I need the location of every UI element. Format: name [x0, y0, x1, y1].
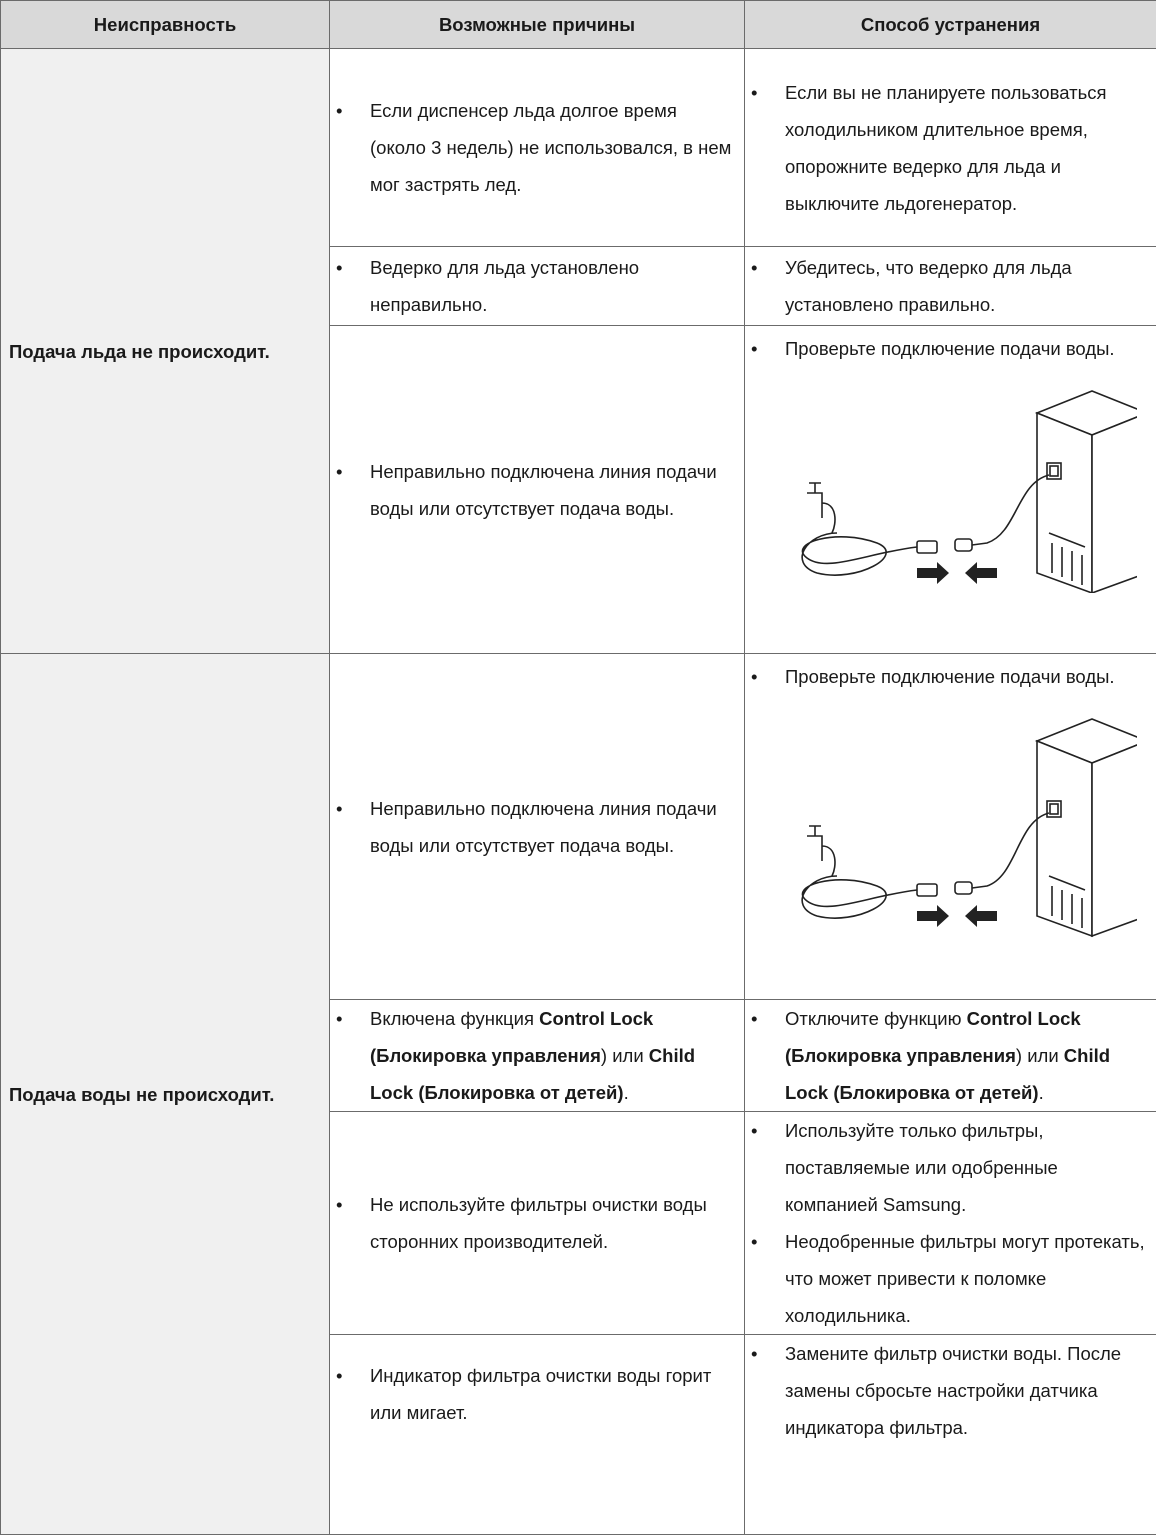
rect [955, 539, 972, 551]
bold-run: Control Lock [967, 1008, 1081, 1029]
ul: Не используйте фильтры очистки воды стор… [330, 1186, 736, 1260]
cause-cell: Неправильно подключена линия подачи воды… [330, 326, 745, 654]
ul: Включена функция Control Lock (Блокировк… [330, 1000, 736, 1111]
page: Неисправность Возможные причины Способ у… [0, 0, 1156, 1444]
text-run: ) или [1016, 1045, 1064, 1066]
cause-item: Неправильно подключена линия подачи воды… [330, 453, 736, 527]
ul: Неправильно подключена линия подачи воды… [330, 790, 736, 864]
path [807, 483, 835, 533]
problem-cell: Подача воды не происходит. [1, 654, 330, 1535]
solution-cell: Убедитесь, что ведерко для льда установл… [745, 247, 1156, 326]
header-cell: Способ устранения [745, 1, 1156, 49]
text-run: Включена функция [370, 1008, 539, 1029]
polygon [917, 905, 949, 927]
ul: Проверьте подключение подачи воды. [745, 330, 1148, 367]
polygon [1037, 741, 1092, 936]
cause-cell: Не используйте фильтры очистки воды стор… [330, 1112, 745, 1335]
ul: Замените фильтр очистки воды. После заме… [745, 1335, 1148, 1446]
cause-item: Индикатор фильтра очистки воды горит или… [330, 1357, 736, 1431]
solution-item: Неодобренные фильтры могут протекать, чт… [745, 1223, 1148, 1334]
ul: Используйте только фильтры, поставляемые… [745, 1112, 1148, 1334]
ul: Ведерко для льда установлено неправильно… [330, 249, 736, 323]
text-run: Отключите функцию [785, 1008, 967, 1029]
ul: Проверьте подключение подачи воды. [745, 658, 1148, 695]
polygon [965, 562, 997, 584]
cause-cell: Индикатор фильтра очистки воды горит или… [330, 1335, 745, 1535]
row: Подача льда не происходит. Если диспенсе… [1, 49, 1156, 247]
rect [917, 541, 937, 553]
ul: Отключите функцию Control Lock (Блокиров… [745, 1000, 1148, 1111]
solution-cell: Замените фильтр очистки воды. После заме… [745, 1335, 1156, 1535]
ul: Убедитесь, что ведерко для льда установл… [745, 249, 1148, 323]
path [802, 533, 917, 575]
cause-item: Не используйте фильтры очистки воды стор… [330, 1186, 736, 1260]
water-connection-illustration [767, 711, 1137, 941]
polygon [1092, 413, 1137, 593]
polygon [1037, 413, 1092, 593]
text-run: . [624, 1082, 629, 1103]
cause-cell: Ведерко для льда установлено неправильно… [330, 247, 745, 326]
bold-run: (Блокировка управления [370, 1045, 601, 1066]
solution-cell: Если вы не планируете пользоваться холод… [745, 49, 1156, 247]
solution-item: Отключите функцию Control Lock (Блокиров… [745, 1000, 1148, 1111]
header-row: Неисправность Возможные причины Способ у… [1, 1, 1156, 49]
bold-run: Control Lock [539, 1008, 653, 1029]
solution-item: Проверьте подключение подачи воды. [745, 658, 1148, 695]
solution-cell: Проверьте подключение подачи воды. [745, 326, 1156, 654]
ul: Индикатор фильтра очистки воды горит или… [330, 1357, 736, 1431]
cause-item: Ведерко для льда установлено неправильно… [330, 249, 736, 323]
text-run: . [1039, 1082, 1044, 1103]
path [807, 826, 835, 876]
path [802, 876, 917, 918]
water-connection-illustration [767, 383, 1137, 593]
cause-item: Если диспенсер льда долгое время (около … [330, 92, 736, 203]
solution-cell: Отключите функцию Control Lock (Блокиров… [745, 1000, 1156, 1112]
cause-item: Включена функция Control Lock (Блокировк… [330, 1000, 736, 1111]
solution-item: Если вы не планируете пользоваться холод… [745, 74, 1148, 222]
cause-item: Неправильно подключена линия подачи воды… [330, 790, 736, 864]
rect [955, 882, 972, 894]
polygon [965, 905, 997, 927]
cause-cell: Включена функция Control Lock (Блокировк… [330, 1000, 745, 1112]
rect [917, 884, 937, 896]
solution-item: Замените фильтр очистки воды. После заме… [745, 1335, 1148, 1446]
problem-cell: Подача льда не происходит. [1, 49, 330, 654]
header-cell: Неисправность [1, 1, 330, 49]
solution-cell: Используйте только фильтры, поставляемые… [745, 1112, 1156, 1335]
cause-cell: Если диспенсер льда долгое время (около … [330, 49, 745, 247]
solution-item: Используйте только фильтры, поставляемые… [745, 1112, 1148, 1223]
ul: Неправильно подключена линия подачи воды… [330, 453, 736, 527]
bold-run: (Блокировка управления [785, 1045, 1016, 1066]
solution-item: Убедитесь, что ведерко для льда установл… [745, 249, 1148, 323]
polygon [917, 562, 949, 584]
solution-item: Проверьте подключение подачи воды. [745, 330, 1148, 367]
header-cell: Возможные причины [330, 1, 745, 49]
ul: Если вы не планируете пользоваться холод… [745, 74, 1148, 222]
polygon [1092, 741, 1137, 936]
solution-cell: Проверьте подключение подачи воды. [745, 654, 1156, 1000]
ul: Если диспенсер льда долгое время (около … [330, 92, 736, 203]
cause-cell: Неправильно подключена линия подачи воды… [330, 654, 745, 1000]
row: Подача воды не происходит. Неправильно п… [1, 654, 1156, 1000]
text-run: ) или [601, 1045, 649, 1066]
